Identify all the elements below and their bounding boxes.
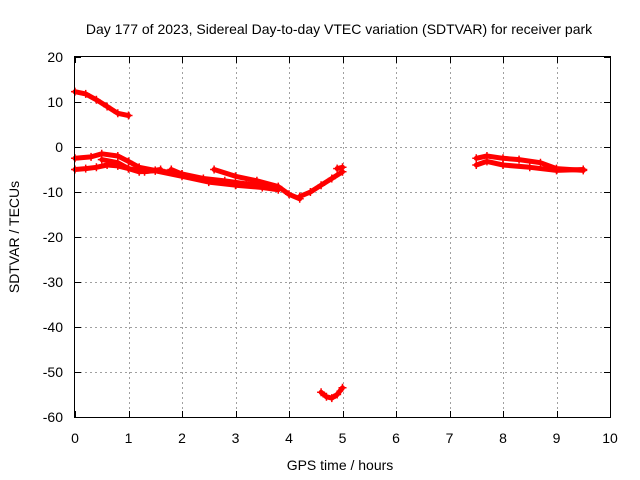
data-point [242,179,251,188]
data-point [124,164,133,173]
y-tick-label: -10 [43,184,63,200]
grid-lines [75,57,610,417]
data-point [156,165,165,174]
data-point [220,176,229,185]
data-point [322,392,331,401]
x-tick-label: 4 [285,430,293,446]
x-tick-label: 7 [446,430,454,446]
data-point [338,163,347,172]
y-axis-title: SDTVAR / TECUs [6,181,22,293]
data-point [333,390,342,399]
x-tick-label: 8 [499,430,507,446]
data-series [71,87,588,403]
data-point [515,155,524,164]
data-point [167,165,176,174]
data-point [472,154,481,163]
data-point [81,89,90,98]
data-point [81,164,90,173]
series-arc-6 [211,167,303,202]
x-tick-label: 2 [178,430,186,446]
data-point [327,174,336,183]
x-axis-title: GPS time / hours [287,457,394,473]
data-point [103,102,112,111]
data-point [231,172,240,181]
data-point [499,161,507,169]
y-tick-label: -60 [43,409,63,425]
data-point [140,167,149,176]
data-point [87,152,96,161]
y-tick-label: 10 [47,94,63,110]
data-point [274,182,283,191]
data-point [124,157,133,166]
data-point [97,155,106,164]
y-tick-label: -50 [43,364,63,380]
data-point [525,163,534,172]
data-point [210,165,219,174]
data-point [482,152,491,160]
x-tick-label: 9 [553,430,561,446]
data-point [338,383,347,392]
x-tick-label: 3 [232,430,240,446]
data-point [252,176,261,185]
data-point [295,192,304,201]
data-point [333,164,342,173]
data-point [327,394,336,403]
data-point [579,166,588,175]
x-tick-label: 0 [71,430,79,446]
data-point [499,154,507,163]
data-point [285,190,293,199]
data-point [536,158,545,167]
chart-title: Day 177 of 2023, Sidereal Day-to-day VTE… [86,21,593,37]
data-point [113,152,122,160]
plot-frame [74,56,611,418]
x-tick-label: 6 [392,430,400,446]
data-point [92,163,101,172]
y-tick-label: -20 [43,229,63,245]
data-point [472,161,481,169]
x-tick-label: 10 [602,430,618,446]
x-tick-label: 5 [339,430,347,446]
axis-ticks [75,57,611,418]
y-tick-label: -30 [43,274,63,290]
data-point [552,164,561,173]
data-point [178,170,186,178]
data-point [317,181,326,190]
data-point [306,188,315,196]
y-tick-label: 20 [47,49,63,65]
data-point [199,174,208,183]
data-point [317,388,326,397]
data-point [113,109,122,118]
y-tick-label: 0 [55,139,63,155]
y-tick-labels: 20 10 0 -10 -20 -30 -40 -50 -60 [43,49,63,425]
data-point [92,95,101,104]
y-tick-label: -40 [43,319,63,335]
data-point [124,111,133,120]
x-tick-label: 1 [125,430,133,446]
data-point [113,158,122,167]
x-tick-labels: 0 1 2 3 4 5 6 7 8 9 10 [71,430,618,446]
